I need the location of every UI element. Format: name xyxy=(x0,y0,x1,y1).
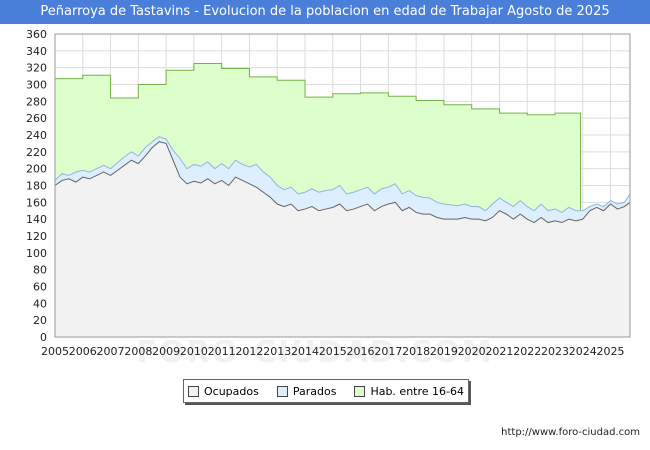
x-tick-label: 2005 xyxy=(41,345,69,358)
y-tick-label: 340 xyxy=(26,45,47,58)
x-tick-label: 2017 xyxy=(374,345,402,358)
legend-item-ocupados: Ocupados xyxy=(187,384,259,398)
x-tick-label: 2024 xyxy=(569,345,597,358)
y-tick-label: 160 xyxy=(26,196,47,209)
y-tick-label: 100 xyxy=(26,247,47,260)
x-tick-label: 2010 xyxy=(180,345,208,358)
x-tick-label: 2020 xyxy=(458,345,486,358)
y-tick-label: 300 xyxy=(26,79,47,92)
y-tick-label: 200 xyxy=(26,163,47,176)
y-tick-label: 120 xyxy=(26,230,47,243)
chart-title: Peñarroya de Tastavins - Evolucion de la… xyxy=(0,0,650,24)
y-tick-label: 80 xyxy=(33,264,47,277)
chart-legend: Ocupados Parados Hab. entre 16-64 xyxy=(183,379,469,403)
y-tick-label: 280 xyxy=(26,95,47,108)
y-tick-label: 220 xyxy=(26,146,47,159)
legend-swatch-ocupados xyxy=(187,385,199,397)
plot-border xyxy=(54,33,631,338)
legend-item-parados: Parados xyxy=(276,384,337,398)
y-tick-label: 60 xyxy=(33,281,47,294)
y-tick-label: 140 xyxy=(26,213,47,226)
y-tick-label: 40 xyxy=(33,297,47,310)
series-ocupados-line xyxy=(54,141,631,224)
legend-label-hab: Hab. entre 16-64 xyxy=(370,384,464,398)
x-tick-label: 2018 xyxy=(402,345,430,358)
x-tick-label: 2014 xyxy=(291,345,319,358)
y-tick-label: 0 xyxy=(40,331,47,344)
watermark: FORO-CIUDAD.COM xyxy=(136,335,494,370)
y-tick-label: 260 xyxy=(26,112,47,125)
legend-label-ocupados: Ocupados xyxy=(203,384,259,398)
y-tick-label: 320 xyxy=(26,62,47,75)
series-hab-line xyxy=(55,62,582,211)
x-tick-label: 2023 xyxy=(541,345,569,358)
x-tick-label: 2011 xyxy=(208,345,236,358)
x-tick-label: 2007 xyxy=(97,345,125,358)
x-tick-label: 2013 xyxy=(263,345,291,358)
y-tick-label: 360 xyxy=(26,28,47,41)
y-tick-label: 240 xyxy=(26,129,47,142)
x-tick-label: 2009 xyxy=(152,345,180,358)
x-tick-label: 2025 xyxy=(597,345,625,358)
series-ocupados-area xyxy=(55,141,630,337)
population-chart: 0 20 40 60 80 100 120 140 160 180 200 220 240 260 280 3… xyxy=(26,28,631,358)
x-tick-label: 2006 xyxy=(69,345,97,358)
source-url[interactable]: http://www.foro-ciudad.com xyxy=(501,427,640,438)
x-tick-label: 2008 xyxy=(124,345,152,358)
x-tick-label: 2019 xyxy=(430,345,458,358)
x-tick-label: 2022 xyxy=(513,345,541,358)
legend-item-hab: Hab. entre 16-64 xyxy=(354,385,464,398)
x-tick-label: 2012 xyxy=(235,345,263,358)
x-tick-label: 2015 xyxy=(319,345,347,358)
y-tick-label: 20 xyxy=(33,314,47,327)
series-parados-line xyxy=(54,136,631,214)
legend-label-parados: Parados xyxy=(292,384,337,398)
legend-swatch-parados xyxy=(276,385,288,397)
legend-swatch-hab xyxy=(354,385,366,397)
x-tick-label: 2016 xyxy=(347,345,375,358)
y-tick-label: 180 xyxy=(26,180,47,193)
x-tick-label: 2021 xyxy=(485,345,513,358)
